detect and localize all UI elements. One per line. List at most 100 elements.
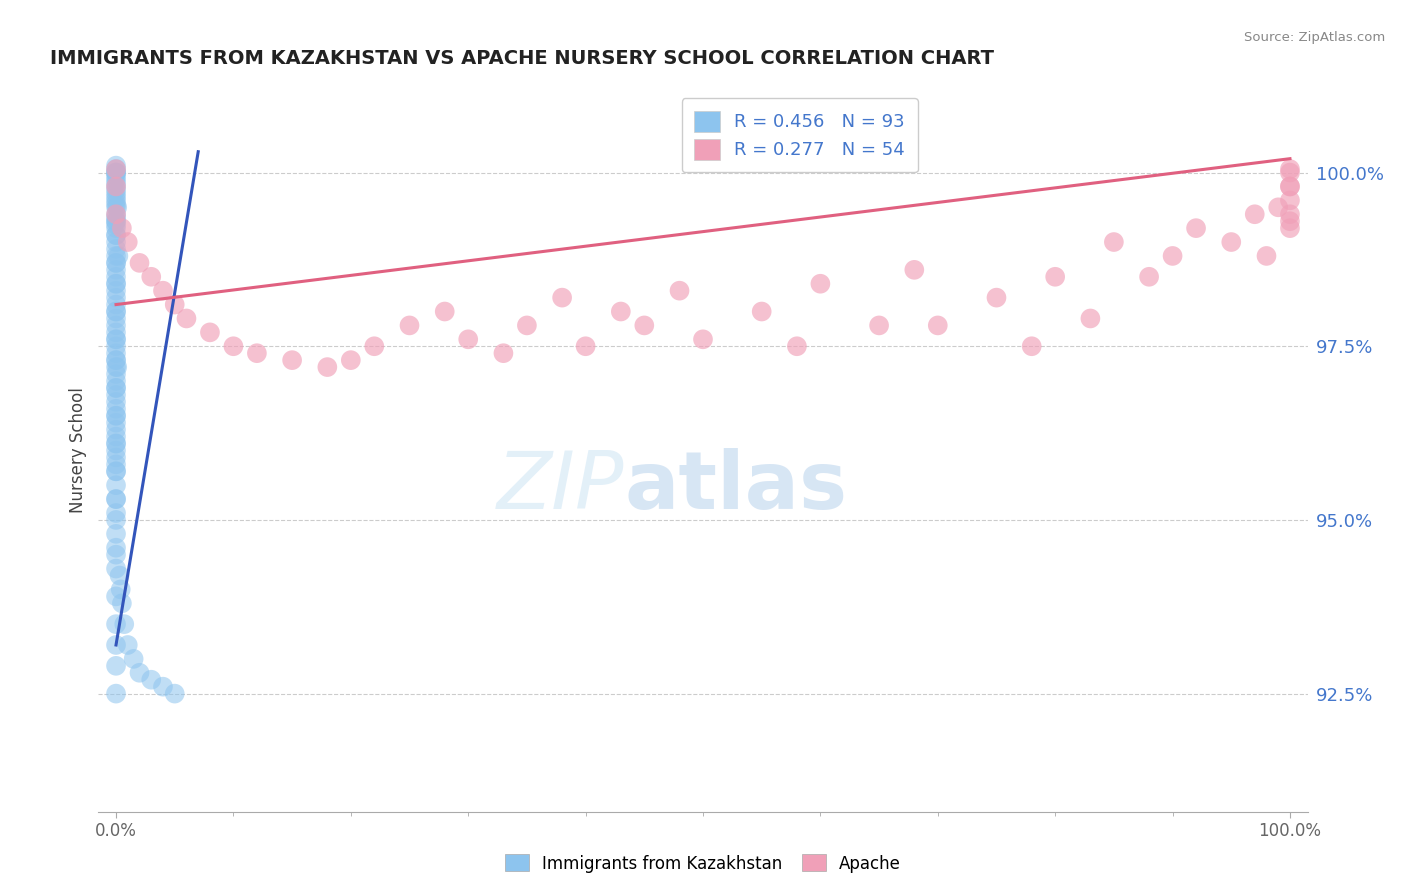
Point xyxy=(117,638,139,652)
Point xyxy=(808,277,831,291)
Point xyxy=(105,394,128,409)
Point xyxy=(105,172,128,186)
Point xyxy=(105,638,128,652)
Point xyxy=(927,318,949,333)
Point xyxy=(105,269,128,284)
Point xyxy=(1278,179,1301,194)
Point xyxy=(105,353,128,368)
Point xyxy=(111,221,134,235)
Point xyxy=(1278,221,1301,235)
Point xyxy=(105,492,128,507)
Text: atlas: atlas xyxy=(624,448,848,525)
Point xyxy=(105,197,128,211)
Point xyxy=(1102,235,1125,249)
Point xyxy=(1278,165,1301,179)
Point xyxy=(105,311,128,326)
Point xyxy=(105,548,128,562)
Point xyxy=(105,262,128,277)
Text: IMMIGRANTS FROM KAZAKHSTAN VS APACHE NURSERY SCHOOL CORRELATION CHART: IMMIGRANTS FROM KAZAKHSTAN VS APACHE NUR… xyxy=(51,49,994,68)
Point xyxy=(128,665,150,680)
Point xyxy=(105,176,128,190)
Point xyxy=(105,207,128,221)
Point xyxy=(105,211,128,225)
Point xyxy=(610,304,633,318)
Point xyxy=(152,284,174,298)
Point xyxy=(107,249,129,263)
Point xyxy=(105,416,128,430)
Point xyxy=(152,680,174,694)
Point xyxy=(316,360,339,375)
Point xyxy=(105,346,128,360)
Point xyxy=(1278,207,1301,221)
Point xyxy=(363,339,385,353)
Point xyxy=(105,297,128,311)
Point xyxy=(868,318,890,333)
Point xyxy=(105,169,128,183)
Point xyxy=(105,165,128,179)
Point xyxy=(105,423,128,437)
Point xyxy=(128,256,150,270)
Point xyxy=(105,492,128,507)
Point xyxy=(246,346,269,360)
Point xyxy=(692,332,714,346)
Point xyxy=(105,450,128,465)
Point xyxy=(105,458,128,472)
Point xyxy=(141,673,163,687)
Point xyxy=(575,339,598,353)
Point xyxy=(105,179,128,194)
Point xyxy=(433,304,456,318)
Point xyxy=(105,304,128,318)
Point xyxy=(105,429,128,443)
Point xyxy=(340,353,363,368)
Point xyxy=(105,214,128,228)
Point xyxy=(105,374,128,388)
Point xyxy=(105,277,128,291)
Point xyxy=(105,658,128,673)
Point xyxy=(105,526,128,541)
Point xyxy=(105,443,128,458)
Point xyxy=(105,464,128,478)
Point xyxy=(105,541,128,555)
Point xyxy=(105,221,128,235)
Point xyxy=(105,332,128,346)
Legend: R = 0.456   N = 93, R = 0.277   N = 54: R = 0.456 N = 93, R = 0.277 N = 54 xyxy=(682,98,918,172)
Legend: Immigrants from Kazakhstan, Apache: Immigrants from Kazakhstan, Apache xyxy=(499,847,907,880)
Point xyxy=(105,277,128,291)
Y-axis label: Nursery School: Nursery School xyxy=(69,387,87,514)
Point xyxy=(105,183,128,197)
Point xyxy=(903,262,925,277)
Point xyxy=(176,311,198,326)
Text: ZIP: ZIP xyxy=(498,448,624,525)
Point xyxy=(117,235,139,249)
Point xyxy=(1278,179,1301,194)
Point xyxy=(105,284,128,298)
Point xyxy=(141,269,163,284)
Point xyxy=(1080,311,1102,326)
Point xyxy=(105,218,128,232)
Point xyxy=(105,256,128,270)
Point xyxy=(1137,269,1160,284)
Point xyxy=(1220,235,1243,249)
Point xyxy=(105,436,128,450)
Point xyxy=(1278,194,1301,208)
Point xyxy=(986,291,1008,305)
Point xyxy=(105,291,128,305)
Point xyxy=(398,318,420,333)
Point xyxy=(105,326,128,340)
Point xyxy=(105,228,128,243)
Point xyxy=(105,436,128,450)
Point xyxy=(105,165,128,179)
Point xyxy=(281,353,304,368)
Point xyxy=(105,186,128,201)
Point xyxy=(108,568,131,582)
Point xyxy=(222,339,245,353)
Point xyxy=(112,617,135,632)
Point xyxy=(105,207,128,221)
Point xyxy=(105,687,128,701)
Point xyxy=(1185,221,1208,235)
Point xyxy=(105,590,128,604)
Point xyxy=(105,190,128,204)
Point xyxy=(105,409,128,423)
Point xyxy=(105,159,128,173)
Point xyxy=(198,326,221,340)
